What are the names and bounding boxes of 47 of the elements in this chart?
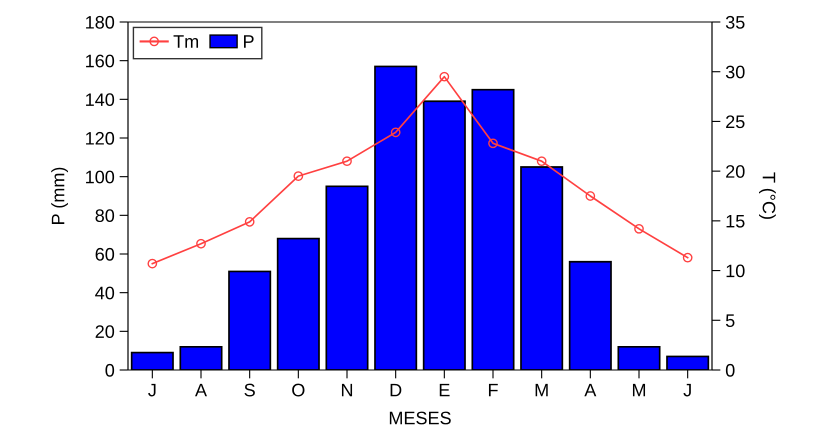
point [536, 156, 547, 166]
y2-tick-label: 35 [726, 16, 745, 29]
y2-tick-label: 30 [726, 66, 745, 78]
x-tick-label: S [244, 384, 255, 396]
y2-tick-label: 20 [726, 165, 745, 178]
x-tick-label: M [632, 384, 646, 396]
x-tick-label: F [488, 384, 498, 396]
x-tick-label: O [292, 384, 304, 396]
x-tick-label: A [584, 384, 596, 396]
y-tick-label: 20 [96, 325, 114, 338]
point [342, 156, 352, 166]
point [390, 128, 401, 138]
y-tick-label: 160 [86, 54, 114, 68]
y-tick-label: 80 [96, 209, 114, 222]
point [196, 238, 206, 249]
y2-axis-title: T (°C) [759, 172, 776, 219]
legend-label: Tm [174, 35, 198, 48]
y2-tick-label: 0 [726, 364, 735, 377]
x-tick-label: N [342, 384, 352, 396]
point [244, 216, 255, 227]
point [682, 252, 693, 263]
y-tick-label: 180 [86, 16, 114, 29]
y-tick-label: 40 [95, 286, 114, 300]
y2-tick-label: 5 [726, 314, 734, 328]
x-axis-title: MESES [390, 412, 451, 424]
x-tick-label: J [148, 384, 156, 396]
y-tick-label: 120 [86, 132, 114, 145]
x-tick-label: A [195, 384, 207, 396]
y2-tick-label: 25 [726, 115, 745, 128]
y-tick-label: 0 [105, 364, 114, 377]
legend-label: P [244, 35, 254, 48]
point [439, 72, 450, 82]
point [147, 258, 158, 268]
x-tick-label: E [440, 384, 450, 396]
y-axis-title: P (mm) [51, 168, 68, 224]
x-tick-label: D [390, 384, 402, 396]
y2-tick-label: 10 [726, 264, 745, 278]
x-tick-label: M [536, 384, 548, 396]
point [634, 224, 644, 234]
x-tick-label: J [683, 384, 691, 396]
y-tick-label: 140 [86, 93, 114, 106]
y2-tick-label: 15 [726, 214, 745, 228]
y-tick-label: 100 [86, 170, 114, 184]
point [293, 171, 304, 181]
point [585, 191, 596, 201]
y-tick-label: 60 [96, 248, 114, 261]
point [488, 138, 498, 148]
